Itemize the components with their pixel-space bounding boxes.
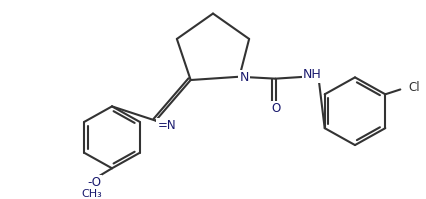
Text: -O: -O (87, 176, 101, 189)
Text: N: N (239, 71, 248, 84)
Text: Cl: Cl (407, 81, 419, 94)
Text: O: O (271, 102, 280, 115)
Text: =N: =N (157, 119, 176, 132)
Text: CH₃: CH₃ (81, 189, 102, 199)
Text: NH: NH (302, 68, 321, 81)
